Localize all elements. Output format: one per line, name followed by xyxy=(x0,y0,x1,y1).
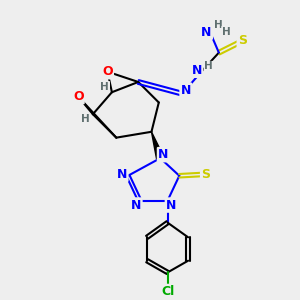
Text: H: H xyxy=(81,115,90,124)
Text: N: N xyxy=(201,26,212,39)
Text: H: H xyxy=(100,82,109,92)
Text: S: S xyxy=(201,168,210,181)
Text: N: N xyxy=(158,148,168,161)
Polygon shape xyxy=(152,132,164,159)
Text: H: H xyxy=(214,20,223,30)
Text: N: N xyxy=(192,64,202,77)
Text: H: H xyxy=(204,61,213,71)
Text: O: O xyxy=(102,65,113,78)
Text: O: O xyxy=(73,90,83,103)
Text: Cl: Cl xyxy=(161,285,174,298)
Text: N: N xyxy=(166,199,176,212)
Text: S: S xyxy=(238,34,247,47)
Text: N: N xyxy=(117,168,127,181)
Text: H: H xyxy=(222,27,231,37)
Text: N: N xyxy=(181,84,191,97)
Text: N: N xyxy=(131,199,141,212)
